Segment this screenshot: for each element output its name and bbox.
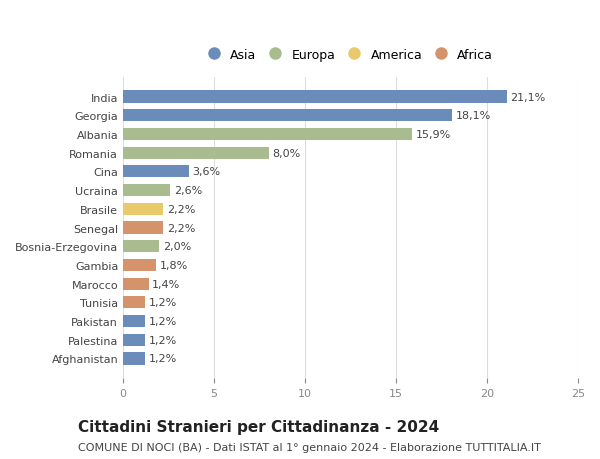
Text: 1,2%: 1,2% (149, 354, 177, 364)
Text: 1,8%: 1,8% (160, 260, 188, 270)
Text: 1,2%: 1,2% (149, 316, 177, 326)
Bar (123, 315, 145, 327)
Bar (123, 203, 163, 215)
Text: 3,6%: 3,6% (192, 167, 220, 177)
Text: Cittadini Stranieri per Cittadinanza - 2024: Cittadini Stranieri per Cittadinanza - 2… (78, 419, 439, 434)
Text: 2,2%: 2,2% (167, 223, 195, 233)
Bar (123, 297, 145, 309)
Bar (123, 91, 507, 103)
Bar (123, 147, 269, 159)
Text: 2,6%: 2,6% (174, 186, 202, 196)
Bar (123, 278, 149, 290)
Bar (123, 166, 188, 178)
Text: 15,9%: 15,9% (416, 130, 451, 140)
Text: 1,4%: 1,4% (152, 279, 181, 289)
Text: 2,2%: 2,2% (167, 204, 195, 214)
Bar (123, 222, 163, 234)
Text: 1,2%: 1,2% (149, 335, 177, 345)
Bar (123, 241, 160, 253)
Text: 8,0%: 8,0% (272, 148, 301, 158)
Bar (123, 110, 452, 122)
Bar (123, 129, 412, 141)
Legend: Asia, Europa, America, Africa: Asia, Europa, America, Africa (204, 45, 497, 65)
Text: 18,1%: 18,1% (456, 111, 491, 121)
Bar (123, 353, 145, 365)
Text: 2,0%: 2,0% (163, 242, 191, 252)
Text: COMUNE DI NOCI (BA) - Dati ISTAT al 1° gennaio 2024 - Elaborazione TUTTITALIA.IT: COMUNE DI NOCI (BA) - Dati ISTAT al 1° g… (78, 442, 541, 452)
Bar (123, 334, 145, 346)
Bar (123, 185, 170, 197)
Text: 1,2%: 1,2% (149, 298, 177, 308)
Text: 21,1%: 21,1% (511, 92, 546, 102)
Bar (123, 259, 156, 271)
